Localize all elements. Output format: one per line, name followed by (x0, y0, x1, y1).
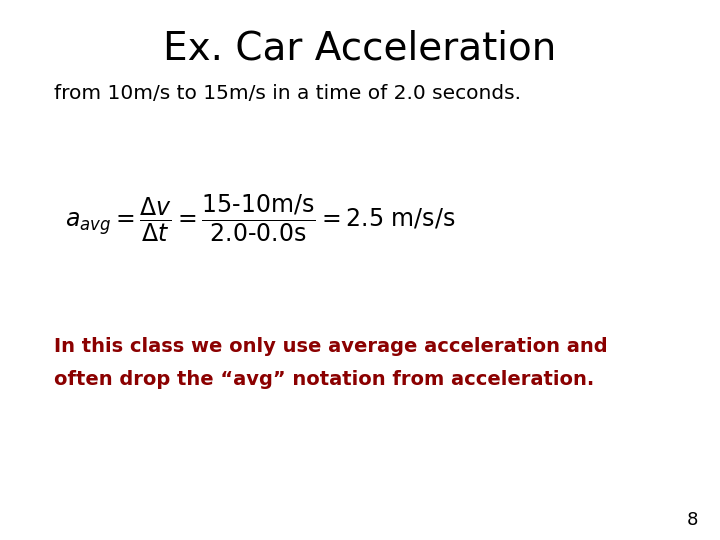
Text: 8: 8 (687, 511, 698, 529)
Text: In this class we only use average acceleration and: In this class we only use average accele… (54, 338, 608, 356)
Text: Ex. Car Acceleration: Ex. Car Acceleration (163, 30, 557, 68)
Text: from 10m/s to 15m/s in a time of 2.0 seconds.: from 10m/s to 15m/s in a time of 2.0 sec… (54, 84, 521, 103)
Text: $a_{avg} = \dfrac{\Delta v}{\Delta t} = \dfrac{15\text{-}10\mathrm{m/s}}{2.0\tex: $a_{avg} = \dfrac{\Delta v}{\Delta t} = … (65, 193, 455, 244)
Text: often drop the “avg” notation from acceleration.: often drop the “avg” notation from accel… (54, 370, 594, 389)
